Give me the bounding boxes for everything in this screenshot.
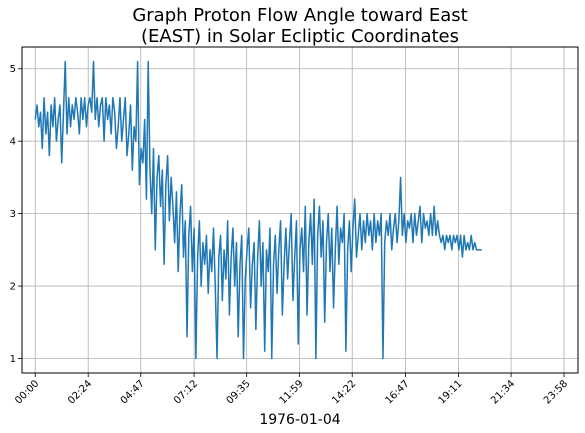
x-axis-label: 1976-01-04 [259, 412, 340, 428]
y-tick-label: 1 [10, 354, 16, 365]
y-tick-label: 3 [10, 209, 16, 220]
y-axis: 1 2 3 4 5 [10, 64, 22, 365]
chart-title-line-1: Graph Proton Flow Angle toward East [132, 5, 467, 26]
chart-title-line-2: (EAST) in Solar Ecliptic Coordinates [141, 26, 459, 47]
y-tick-label: 2 [10, 282, 16, 293]
series-group [34, 60, 482, 360]
proton-flow-angle-series-line [34, 60, 482, 360]
y-tick-label: 5 [10, 64, 16, 75]
y-tick-label: 4 [10, 137, 16, 148]
